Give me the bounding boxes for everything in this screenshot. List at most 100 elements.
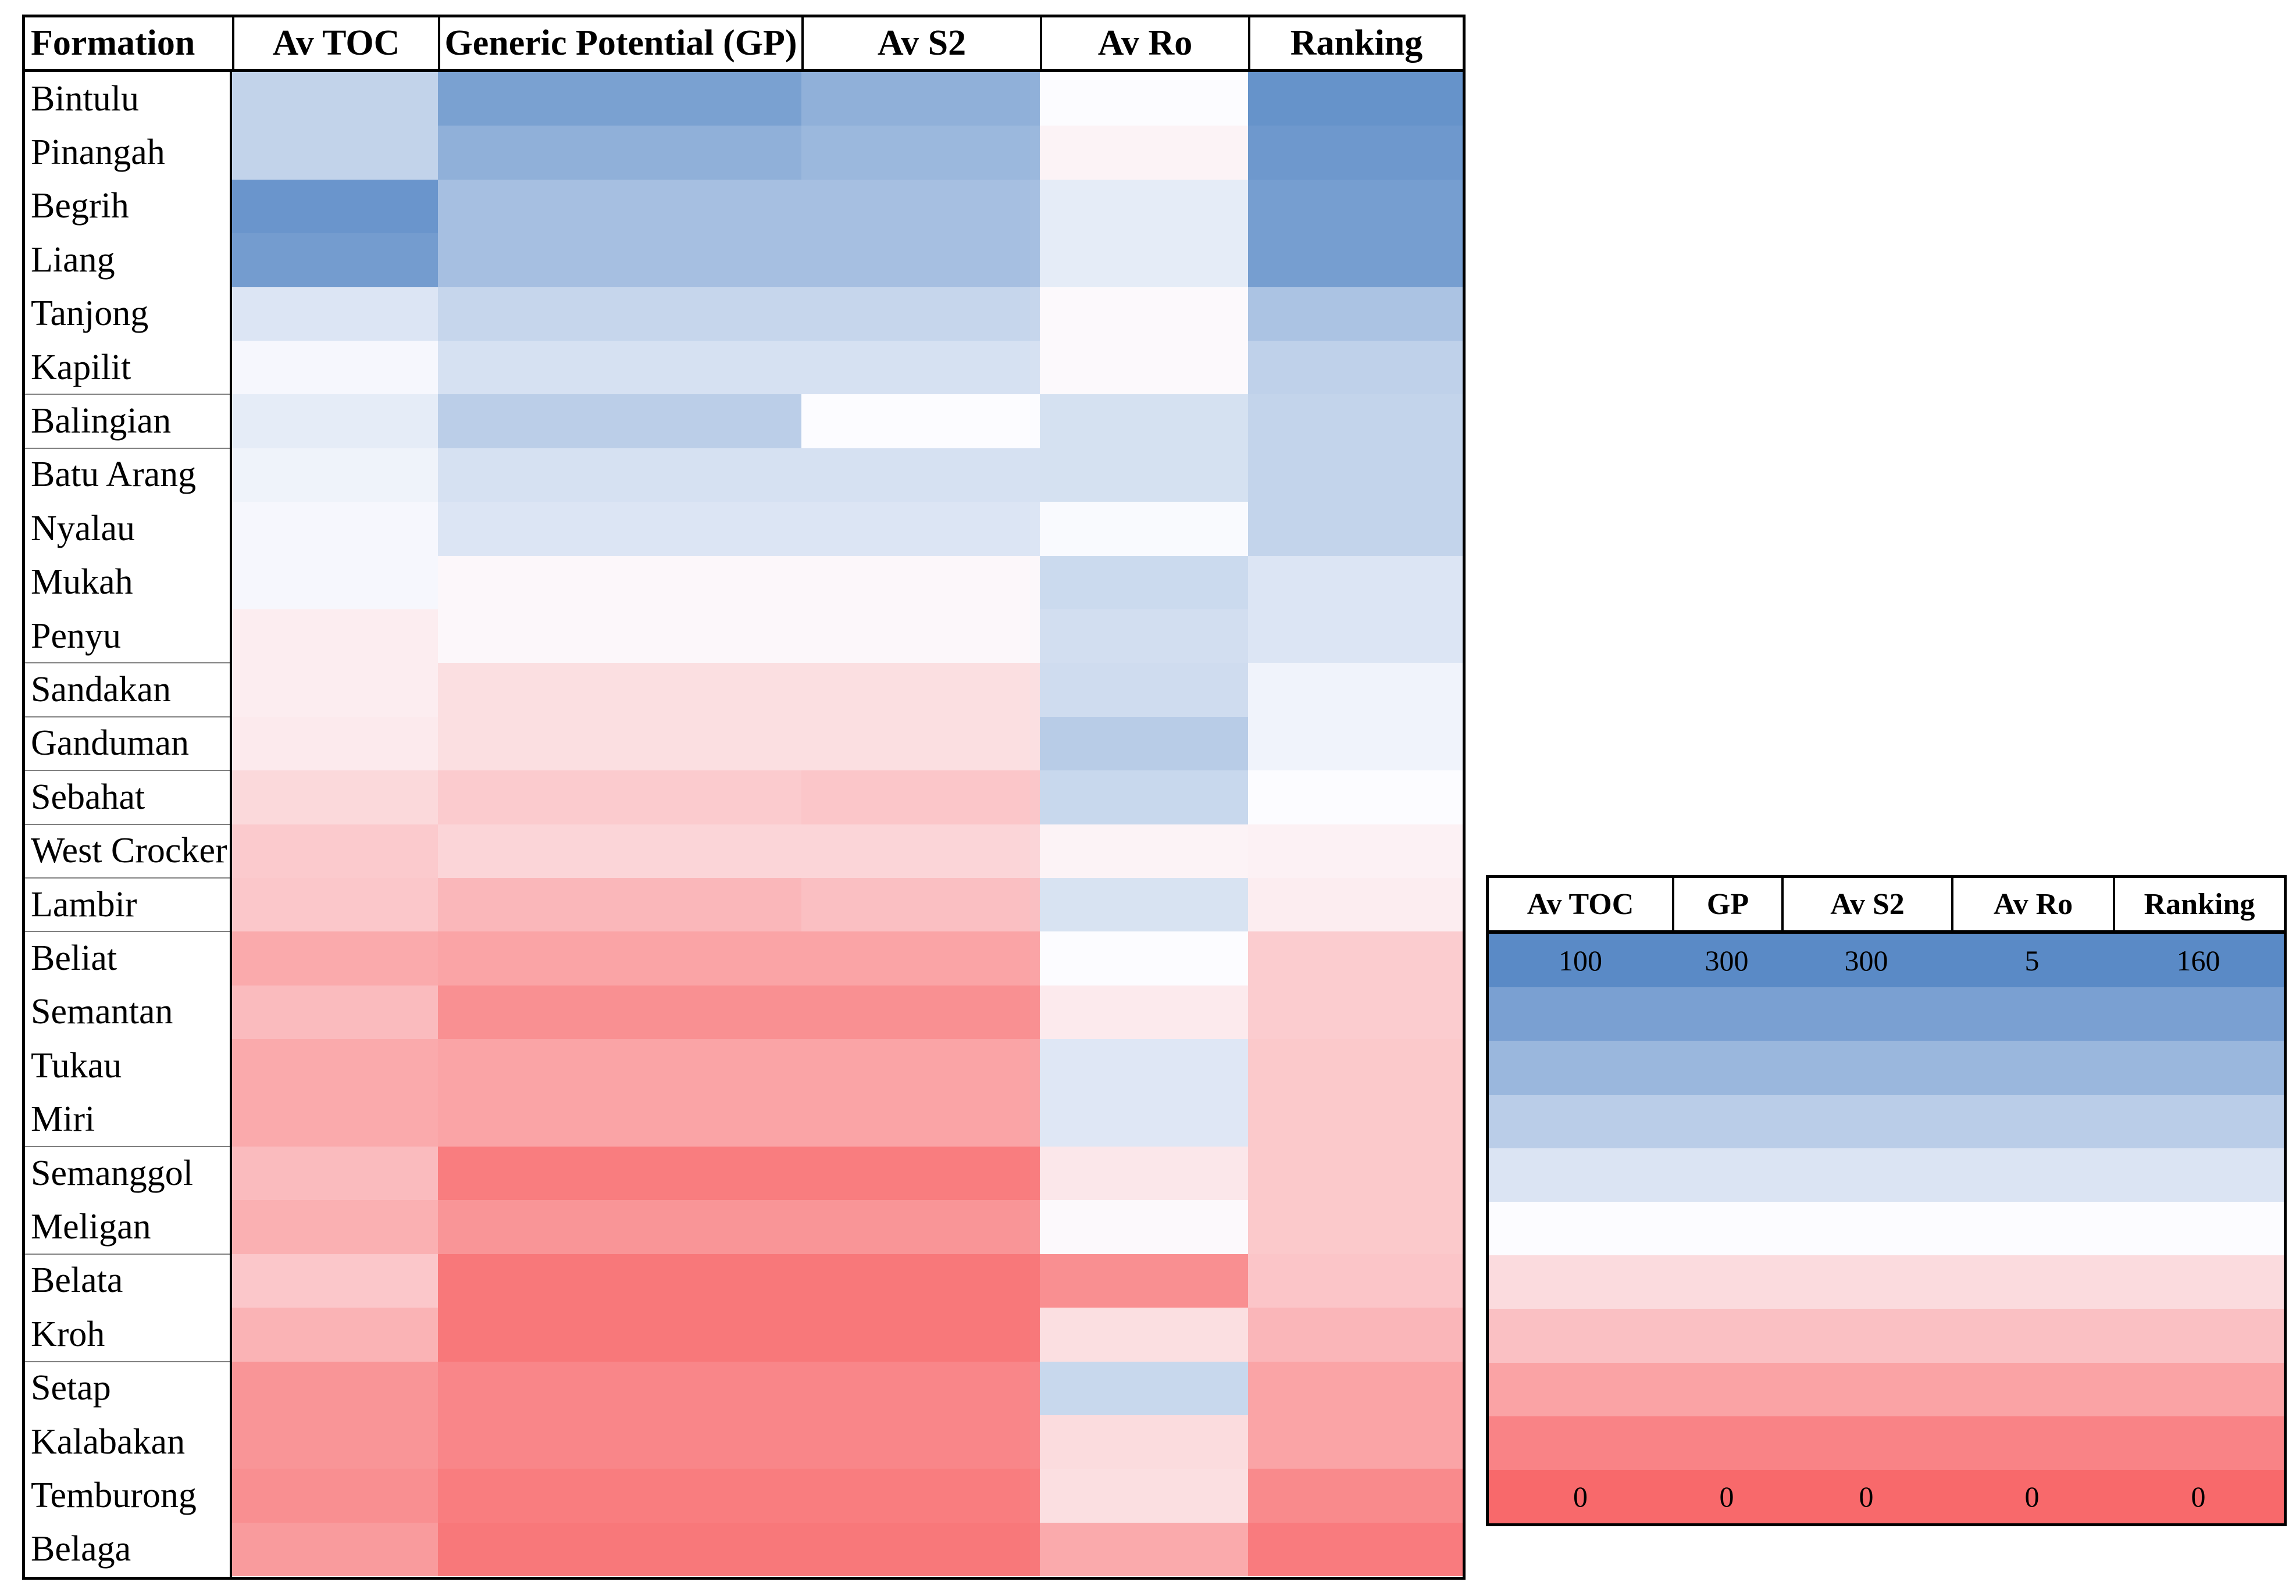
header-generic-potential: Generic Potential (GP) bbox=[438, 17, 801, 69]
heatmap-row: Sebahat bbox=[25, 770, 1463, 824]
legend-min-value: 0 bbox=[2191, 1480, 2206, 1513]
heatmap-cell bbox=[1248, 233, 1463, 287]
heatmap-cell bbox=[1040, 878, 1248, 932]
heatmap-row: Liang bbox=[25, 233, 1463, 287]
heatmap-cell bbox=[438, 878, 801, 932]
color-scale-legend: Av TOC GP Av S2 Av Ro Ranking 100 300 300 5 160 0… bbox=[1486, 875, 2287, 1526]
heatmap-cell bbox=[1040, 555, 1248, 609]
legend-header: GP bbox=[1672, 878, 1781, 930]
heatmap-cell bbox=[1040, 1361, 1248, 1415]
heatmap-body: Bintulu Pinangah Begrih Liang Tanjong Kapilit… bbox=[25, 72, 1463, 1577]
row-group-separator bbox=[25, 662, 232, 664]
legend-header-row: Av TOC GP Av S2 Av Ro Ranking bbox=[1489, 878, 2284, 934]
heatmap-row: Sandakan bbox=[25, 663, 1463, 717]
heatmap-cell bbox=[1248, 716, 1463, 771]
legend-color-band bbox=[1489, 1255, 2284, 1309]
heatmap-cell bbox=[1040, 448, 1248, 502]
heatmap-cell bbox=[801, 1308, 1040, 1362]
heatmap-cell bbox=[438, 126, 801, 180]
heatmap-row: Tanjong bbox=[25, 287, 1463, 341]
heatmap-row: Nyalau bbox=[25, 502, 1463, 556]
heatmap-cell bbox=[801, 1039, 1040, 1093]
legend-header: Av Ro bbox=[1951, 878, 2113, 930]
legend-header: Av TOC bbox=[1527, 887, 1634, 921]
row-group-separator bbox=[25, 394, 232, 395]
heatmap-cell bbox=[1040, 663, 1248, 717]
heatmap-cell bbox=[1040, 1039, 1248, 1093]
heatmap-cell bbox=[801, 1361, 1040, 1415]
formation-label: Mukah bbox=[31, 562, 133, 602]
heatmap-cell bbox=[232, 1469, 438, 1523]
header-av-s2: Av S2 bbox=[801, 17, 1040, 69]
heatmap-cell bbox=[1248, 1200, 1463, 1254]
heatmap-cell bbox=[438, 502, 801, 556]
formation-label: Belaga bbox=[31, 1529, 131, 1569]
heatmap-cell bbox=[1040, 126, 1248, 180]
heatmap-cell bbox=[1248, 287, 1463, 341]
heatmap-cell bbox=[232, 448, 438, 502]
heatmap-cell bbox=[801, 1092, 1040, 1147]
formation-label: Semanggol bbox=[31, 1153, 193, 1193]
formation-label: Beliat bbox=[31, 938, 117, 979]
heatmap-cell bbox=[801, 555, 1040, 609]
heatmap-cell bbox=[801, 878, 1040, 932]
heatmap-cell bbox=[438, 1092, 801, 1147]
legend-color-band bbox=[1489, 1362, 2284, 1416]
heatmap-cell bbox=[438, 824, 801, 878]
heatmap-row: Kalabakan bbox=[25, 1415, 1463, 1469]
heatmap-row: Balingian bbox=[25, 394, 1463, 448]
formation-label: Begrih bbox=[31, 186, 129, 226]
row-group-separator bbox=[25, 447, 232, 449]
heatmap-cell bbox=[1248, 824, 1463, 878]
heatmap-row: Kroh bbox=[25, 1308, 1463, 1362]
heatmap-cell bbox=[232, 1092, 438, 1147]
heatmap-cell bbox=[232, 931, 438, 986]
heatmap-cell bbox=[801, 233, 1040, 287]
heatmap-cell bbox=[801, 1522, 1040, 1577]
heatmap-cell bbox=[438, 233, 801, 287]
heatmap-cell bbox=[801, 716, 1040, 771]
heatmap-cell bbox=[801, 126, 1040, 180]
heatmap-cell bbox=[1248, 502, 1463, 556]
heatmap-cell bbox=[438, 1147, 801, 1201]
heatmap-cell bbox=[1248, 448, 1463, 502]
legend-max-value: 300 bbox=[1844, 944, 1888, 977]
row-group-separator bbox=[25, 823, 232, 825]
header-av-ro: Av Ro bbox=[1040, 17, 1248, 69]
heatmap-cell bbox=[438, 770, 801, 824]
formation-label: West Crocker bbox=[31, 831, 227, 871]
heatmap-cell bbox=[232, 1308, 438, 1362]
heatmap-cell bbox=[232, 1200, 438, 1254]
heatmap-cell bbox=[438, 985, 801, 1040]
legend-header: Av S2 bbox=[1781, 878, 1951, 930]
legend-max-value: 100 bbox=[1559, 944, 1602, 977]
legend-max-value: 300 bbox=[1705, 944, 1749, 977]
heatmap-divider bbox=[230, 72, 232, 1577]
heatmap-cell bbox=[232, 1254, 438, 1308]
row-group-separator bbox=[25, 1253, 232, 1255]
heatmap-cell bbox=[1040, 341, 1248, 395]
heatmap-cell bbox=[438, 931, 801, 986]
heatmap-cell bbox=[801, 72, 1040, 126]
heatmap-row: Setap bbox=[25, 1361, 1463, 1415]
heatmap-cell bbox=[232, 233, 438, 287]
heatmap-cell bbox=[232, 126, 438, 180]
formation-label: Batu Arang bbox=[31, 455, 197, 495]
heatmap-cell bbox=[801, 448, 1040, 502]
formation-label: Liang bbox=[31, 240, 115, 280]
heatmap-cell bbox=[438, 1522, 801, 1577]
formation-label: Kalabakan bbox=[31, 1422, 186, 1462]
heatmap-row: Batu Arang bbox=[25, 448, 1463, 502]
heatmap-cell bbox=[1248, 1147, 1463, 1201]
heatmap-cell bbox=[801, 931, 1040, 986]
heatmap-row: Miri bbox=[25, 1092, 1463, 1147]
heatmap-cell bbox=[438, 72, 801, 126]
heatmap-cell bbox=[232, 502, 438, 556]
heatmap-cell bbox=[1248, 1092, 1463, 1147]
heatmap-row: West Crocker bbox=[25, 824, 1463, 878]
heatmap-cell bbox=[438, 1308, 801, 1362]
heatmap-row: Belata bbox=[25, 1254, 1463, 1308]
heatmap-cell bbox=[801, 1469, 1040, 1523]
heatmap-cell bbox=[801, 609, 1040, 663]
heatmap-cell bbox=[232, 609, 438, 663]
